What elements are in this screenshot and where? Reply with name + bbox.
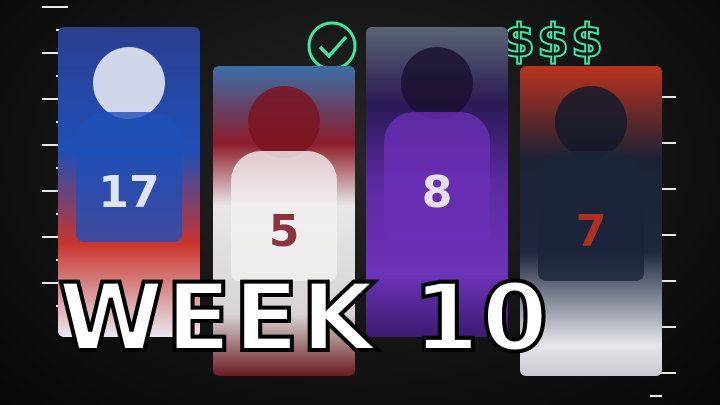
ruler-tick	[42, 190, 68, 192]
jersey-number: 7	[575, 206, 607, 257]
helmet	[555, 86, 627, 158]
check-circle-icon	[307, 21, 357, 71]
jersey-number: 8	[421, 167, 453, 218]
player-panel-2: 5	[213, 66, 355, 376]
player-panel-3: 8	[366, 27, 508, 337]
player-panel-1: 17	[58, 27, 200, 337]
ruler-tick	[650, 372, 676, 374]
jersey	[384, 112, 490, 242]
ruler-tick	[42, 144, 68, 146]
ruler-tick	[650, 326, 676, 328]
headline: WEEK 10	[56, 264, 551, 373]
player-panel-4: 7	[520, 66, 662, 376]
ruler-tick	[42, 52, 68, 54]
ruler-tick	[42, 6, 68, 8]
jersey	[231, 151, 337, 281]
ruler-tick	[650, 234, 676, 236]
ruler-tick	[650, 142, 676, 144]
dollar-signs: $$$	[502, 13, 606, 69]
helmet	[248, 86, 320, 158]
jersey-number: 5	[268, 206, 300, 257]
ruler-tick	[650, 395, 662, 397]
ruler-tick	[42, 282, 68, 284]
ruler-tick	[650, 280, 676, 282]
jersey	[76, 112, 182, 242]
ruler-tick	[42, 98, 68, 100]
jersey	[538, 151, 644, 281]
ruler-tick	[650, 188, 676, 190]
ruler-tick	[42, 236, 68, 238]
ruler-tick	[650, 96, 676, 98]
helmet	[401, 47, 473, 119]
jersey-number: 17	[98, 167, 160, 218]
helmet	[93, 47, 165, 119]
